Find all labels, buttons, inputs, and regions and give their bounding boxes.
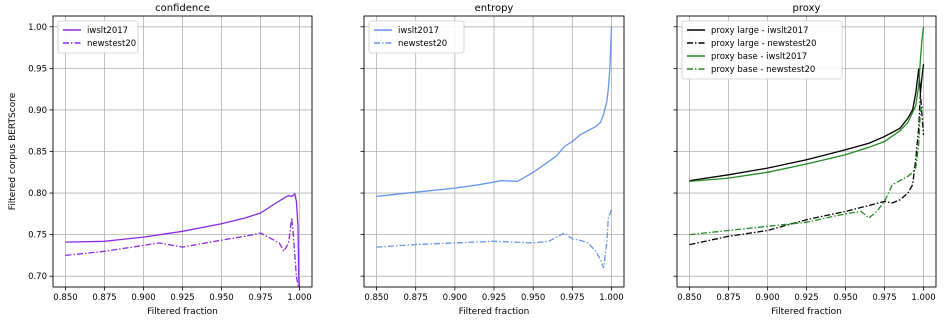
series-line-1 (65, 192, 300, 287)
x-axis-label: Filtered fraction (771, 307, 842, 317)
x-tick-label: 0.900 (131, 293, 155, 303)
legend-label: newstest20 (87, 39, 136, 49)
series-line-3 (689, 26, 925, 183)
x-tick-label: 0.875 (92, 293, 116, 303)
x-axis-label: Filtered fraction (147, 307, 218, 317)
y-tick-label: 0.70 (28, 272, 47, 282)
panel-2: 0.850 0.875 0.900 0.925 0.950 0.975 1.000 entro… (360, 3, 625, 317)
x-tick-label: 0.900 (755, 293, 779, 303)
x-tick-label: 0.950 (833, 293, 857, 303)
x-tick-label: 0.975 (560, 293, 584, 303)
x-tick-label: 0.975 (248, 293, 272, 303)
y-tick-label: 1.00 (28, 23, 47, 33)
x-tick-label: 0.875 (404, 293, 428, 303)
x-tick-label: 0.850 (677, 293, 701, 303)
y-tick-label: 0.95 (28, 64, 47, 74)
x-tick-label: 0.925 (482, 293, 506, 303)
series-line-2 (689, 93, 925, 246)
legend-label: proxy base - iwslt2017 (711, 52, 807, 62)
x-tick-label: 0.900 (443, 293, 467, 303)
panel-3: 0.850 0.875 0.900 0.925 0.950 0.975 1.000 proxy… (673, 3, 937, 317)
y-axis-label: Filtered corpus BERTScore (8, 92, 18, 210)
series-line-4 (689, 105, 925, 236)
legend-label: newstest20 (398, 39, 447, 49)
series-line-1 (689, 64, 925, 182)
x-tick-label: 0.950 (209, 293, 233, 303)
legend-label: iwslt2017 (398, 26, 439, 36)
legend-label: proxy large - iwslt2017 (711, 26, 808, 36)
legend-box (368, 20, 465, 54)
series-line-2 (65, 217, 300, 287)
x-tick-label: 1.000 (287, 293, 311, 303)
x-tick-label: 0.925 (170, 293, 194, 303)
x-axis-label: Filtered fraction (459, 307, 530, 317)
x-tick-label: 1.000 (911, 293, 935, 303)
y-tick-label: 0.75 (28, 231, 47, 241)
y-tick-label: 0.85 (28, 148, 47, 158)
legend-box (681, 20, 843, 80)
x-tick-label: 0.950 (521, 293, 545, 303)
series-line-2 (376, 209, 613, 269)
x-tick-label: 0.975 (872, 293, 896, 303)
legend-box (57, 20, 139, 54)
legend-label: iwslt2017 (87, 26, 128, 36)
panel-title: confidence (155, 3, 210, 14)
x-tick-label: 0.850 (364, 293, 388, 303)
legend-label: proxy large - newstest20 (711, 39, 817, 49)
x-tick-label: 0.925 (794, 293, 818, 303)
panel-title: entropy (475, 3, 514, 14)
panel-1: 0.850 0.875 0.900 0.925 0.950 0.975 1.000 0.70 0… (8, 3, 313, 317)
x-tick-label: 1.000 (599, 293, 623, 303)
x-tick-label: 0.850 (53, 293, 77, 303)
y-tick-label: 0.80 (28, 189, 47, 199)
y-tick-label: 0.90 (28, 106, 47, 116)
series-line-1 (376, 26, 613, 198)
x-tick-label: 0.875 (716, 293, 740, 303)
panel-title: proxy (793, 3, 821, 14)
legend-label: proxy base - newstest20 (711, 65, 815, 75)
